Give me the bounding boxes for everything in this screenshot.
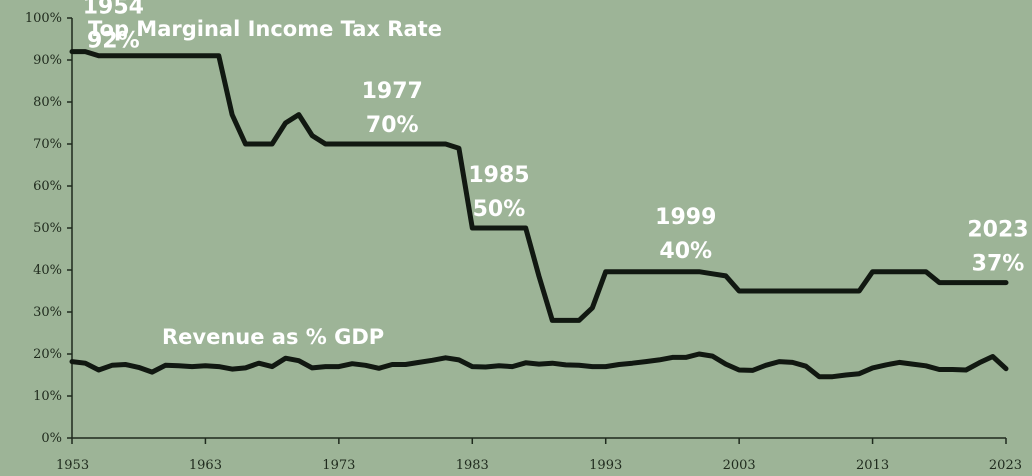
- annotation-1999: 1999 40%: [655, 205, 716, 264]
- x-axis-ticks: 1953 1963 1973 1983 1993 2003 2013 2023: [56, 438, 1022, 473]
- x-tick-label: 2023: [989, 458, 1022, 473]
- y-tick-label: 10%: [33, 389, 62, 404]
- top-rate-line: [69, 49, 1009, 323]
- series-label-top-rate: Top Marginal Income Tax Rate: [88, 17, 442, 41]
- y-tick-label: 30%: [33, 305, 62, 320]
- series-label-revenue: Revenue as % GDP: [162, 325, 384, 349]
- x-tick-label: 1953: [56, 458, 89, 473]
- y-tick-label: 40%: [33, 263, 62, 278]
- annotation-year: 1977: [362, 79, 423, 104]
- y-tick-label: 70%: [33, 137, 62, 152]
- annotation-year: 1985: [468, 163, 529, 188]
- x-tick-label: 2003: [723, 458, 756, 473]
- annotation-year: 1999: [655, 205, 716, 230]
- y-tick-label: 80%: [33, 95, 62, 110]
- annotation-2023: 2023 37%: [967, 218, 1028, 277]
- y-axis-ticks: 0% 10% 20% 30% 40% 50% 60% 70% 80% 90% 100%: [25, 11, 72, 446]
- annotation-year: 1954: [83, 0, 144, 20]
- x-tick-label: 1963: [189, 458, 222, 473]
- y-tick-label: 60%: [33, 179, 62, 194]
- y-tick-label: 20%: [33, 347, 62, 362]
- y-tick-label: 100%: [25, 11, 62, 26]
- annotation-1954: 1954 92%: [83, 0, 144, 54]
- annotations: 1954 92% 1977 70% 1985 50% 1999 40% 2023 37%: [83, 0, 1029, 277]
- annotation-value: 92%: [87, 29, 140, 54]
- annotation-value: 50%: [473, 197, 526, 222]
- x-tick-label: 2013: [856, 458, 889, 473]
- annotation-1985: 1985 50%: [468, 163, 529, 222]
- x-tick-label: 1973: [322, 458, 355, 473]
- annotation-1977: 1977 70%: [362, 79, 423, 138]
- annotation-value: 40%: [659, 239, 712, 264]
- series-labels: Top Marginal Income Tax Rate Revenue as …: [88, 17, 442, 349]
- revenue-line: [69, 351, 1009, 380]
- x-tick-label: 1983: [456, 458, 489, 473]
- annotation-value: 70%: [366, 113, 419, 138]
- y-tick-label: 50%: [33, 221, 62, 236]
- series-lines: [69, 49, 1009, 380]
- y-tick-label: 0%: [41, 431, 62, 446]
- annotation-year: 2023: [967, 218, 1028, 243]
- annotation-value: 37%: [972, 252, 1025, 277]
- y-tick-label: 90%: [33, 53, 62, 68]
- x-tick-label: 1993: [589, 458, 622, 473]
